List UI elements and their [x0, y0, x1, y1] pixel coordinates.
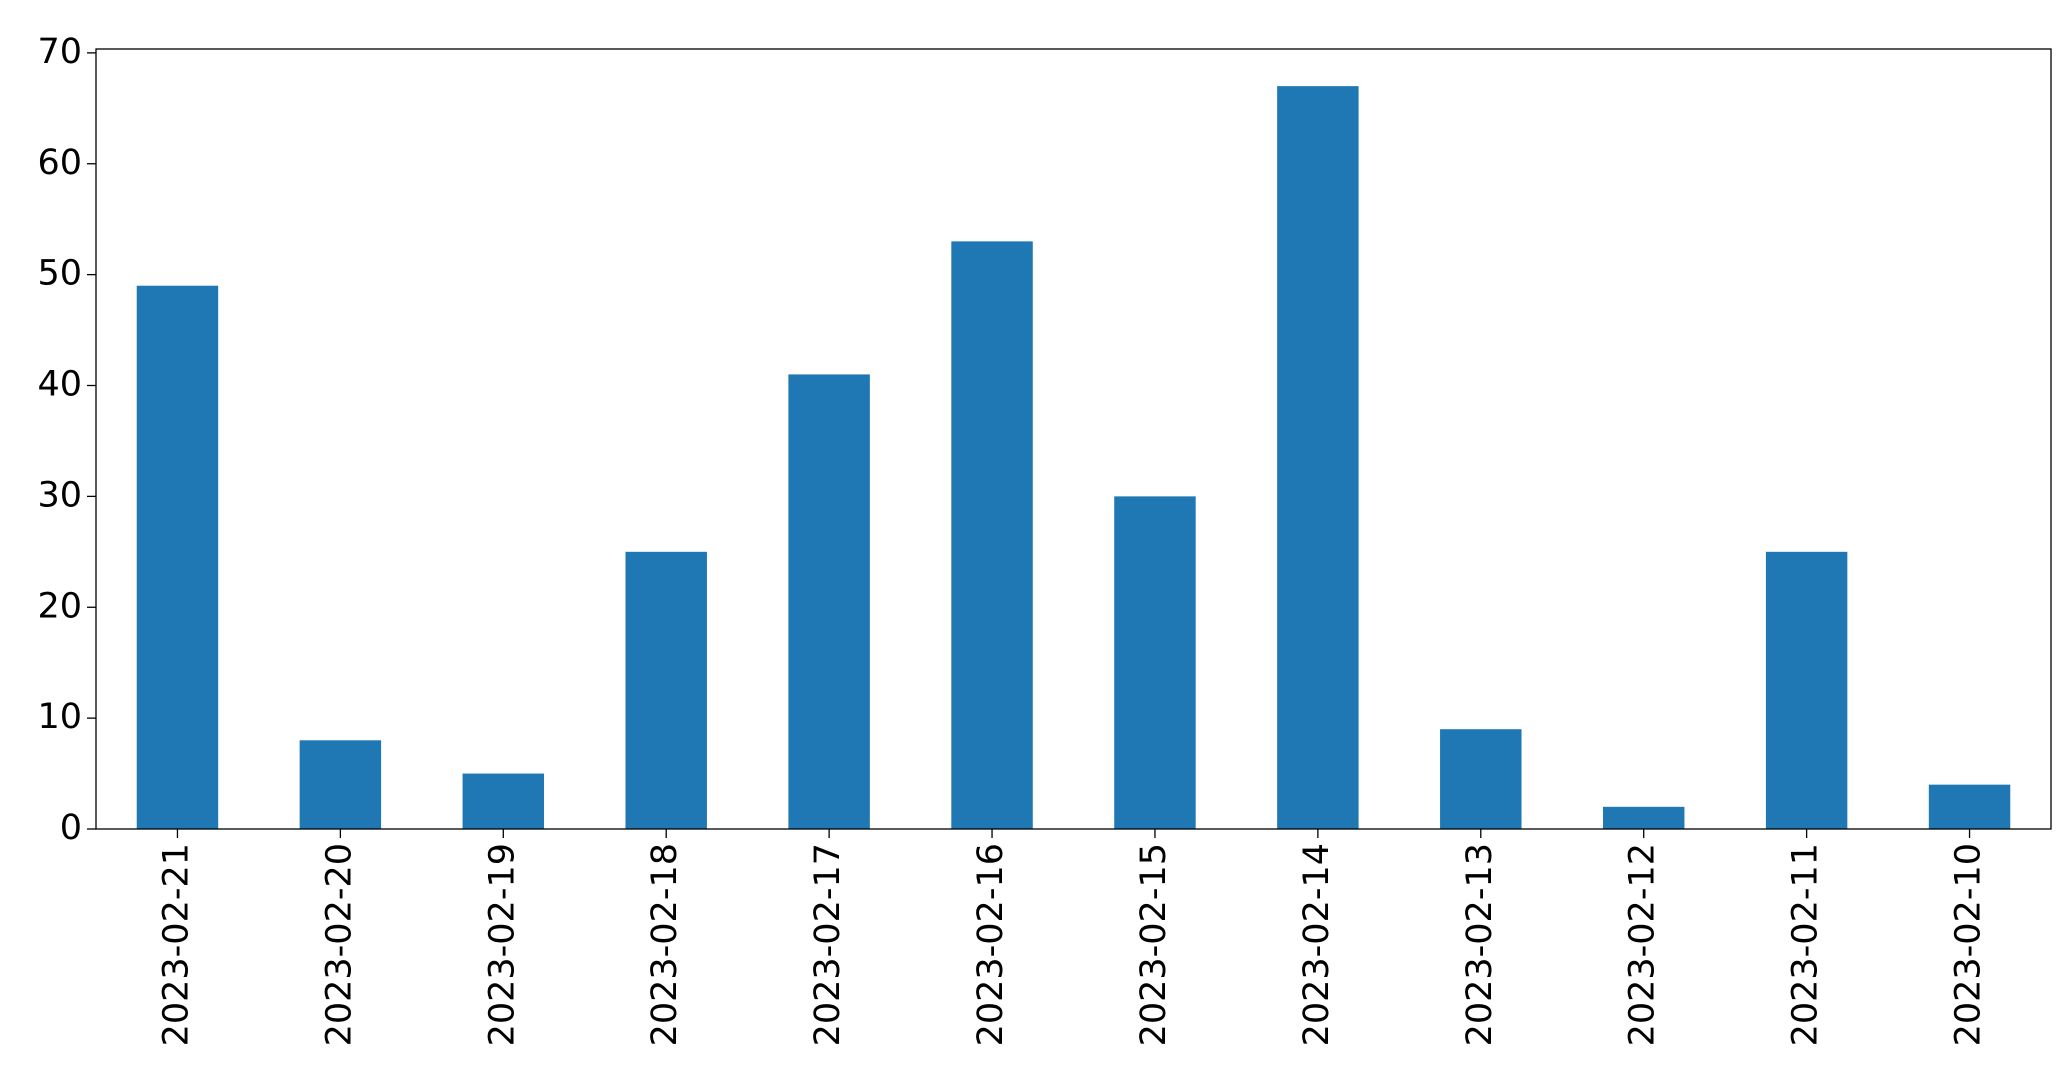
- y-tick-label: 10: [37, 697, 82, 737]
- x-tick-label: 2023-02-21: [156, 843, 196, 1046]
- x-tick-label: 2023-02-16: [971, 843, 1011, 1046]
- y-tick-label: 60: [37, 143, 82, 183]
- bar: [1928, 784, 2011, 829]
- bar: [1277, 86, 1359, 829]
- y-tick-label: 30: [37, 475, 82, 515]
- y-tick-label: 0: [60, 808, 82, 848]
- y-tick-label: 50: [37, 254, 82, 294]
- x-tick-label: 2023-02-10: [1949, 843, 1989, 1046]
- bar: [136, 285, 219, 829]
- x-tick-label: 2023-02-19: [482, 843, 522, 1046]
- bar: [951, 241, 1033, 829]
- y-tick-label: 40: [37, 365, 82, 405]
- y-tick-label: 70: [37, 32, 82, 72]
- x-tick-label: 2023-02-14: [1297, 843, 1337, 1046]
- bar: [1440, 729, 1522, 829]
- bar: [1765, 551, 1848, 829]
- bar: [299, 740, 382, 829]
- bar: [1602, 806, 1685, 829]
- bar: [462, 773, 545, 829]
- bar: [788, 374, 870, 829]
- x-tick-label: 2023-02-17: [808, 843, 848, 1046]
- x-tick-label: 2023-02-15: [1134, 843, 1174, 1046]
- bar: [1114, 496, 1196, 829]
- x-tick-label: 2023-02-13: [1460, 843, 1500, 1046]
- y-tick-label: 20: [37, 586, 82, 626]
- bar: [625, 551, 707, 829]
- x-tick-label: 2023-02-11: [1786, 843, 1826, 1046]
- plot-frame: [95, 48, 2052, 830]
- x-tick-label: 2023-02-12: [1623, 843, 1663, 1046]
- x-tick-label: 2023-02-20: [319, 843, 359, 1046]
- x-tick-label: 2023-02-18: [645, 843, 685, 1046]
